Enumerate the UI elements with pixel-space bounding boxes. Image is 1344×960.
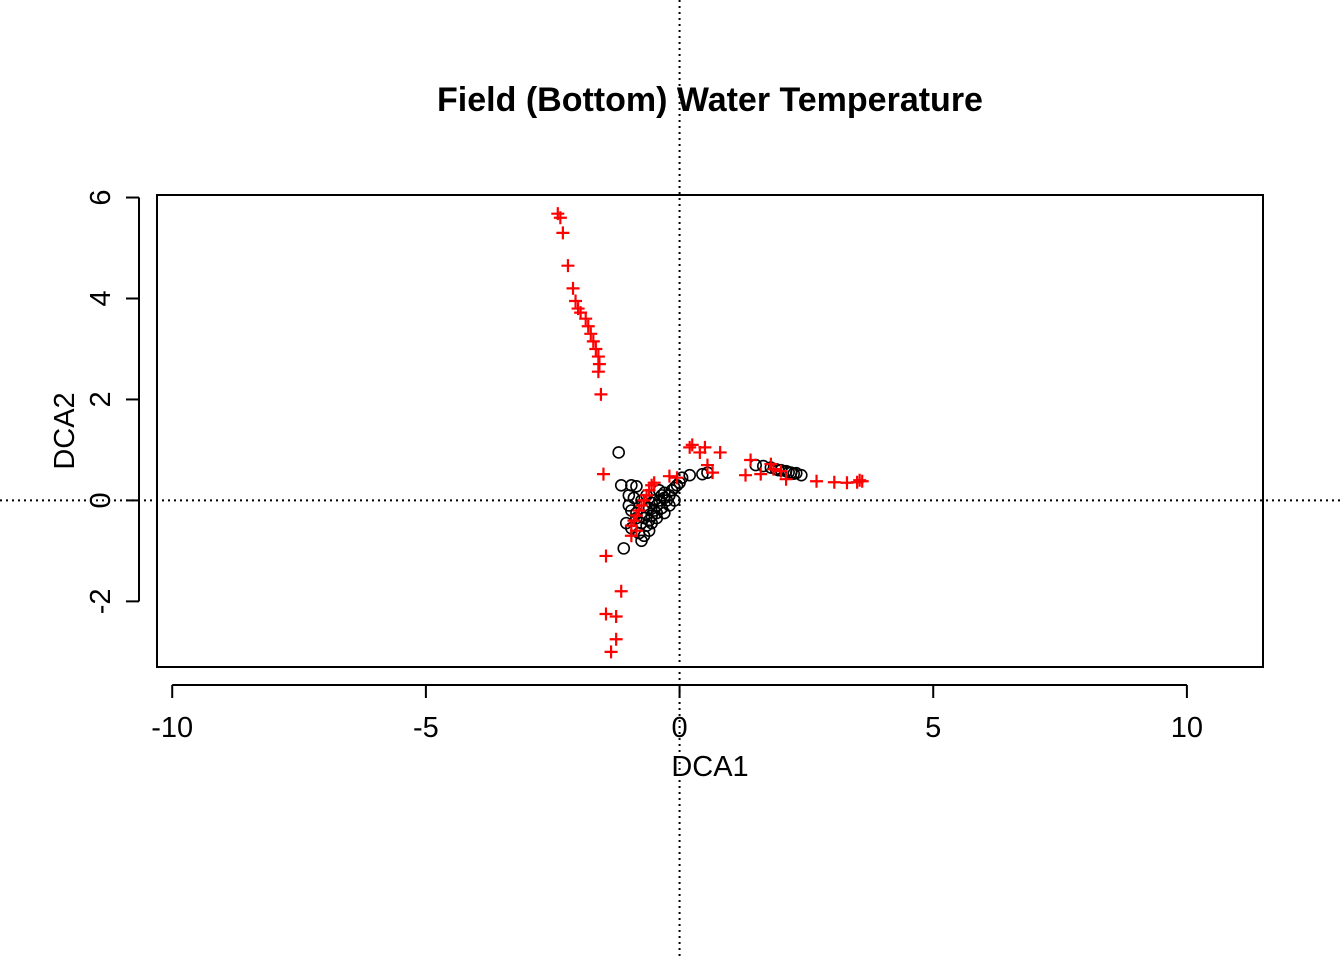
site-point [696, 467, 709, 481]
species-point [670, 471, 684, 485]
species-point [609, 610, 623, 624]
species-point [599, 549, 613, 563]
species-point [599, 607, 613, 621]
data-points [551, 207, 869, 659]
y-tick-label: 6 [85, 189, 117, 205]
site-point [614, 478, 628, 492]
species-point [855, 474, 869, 488]
species-point [581, 319, 595, 333]
species-point [561, 259, 575, 273]
plot-frame [156, 194, 1264, 668]
species-point [827, 475, 841, 489]
species-point [779, 472, 793, 486]
species-point [683, 440, 697, 454]
species-point [614, 584, 628, 598]
y-axis-label: DCA2 [49, 392, 81, 469]
species-point [662, 469, 676, 483]
y-tick-label: 2 [85, 391, 117, 407]
species-point [700, 458, 714, 472]
species-point [579, 312, 593, 326]
species-point [744, 453, 758, 467]
species-point [645, 478, 659, 492]
species-point [591, 365, 605, 379]
site-point [617, 542, 631, 555]
chart-title: Field (Bottom) Water Temperature [437, 81, 983, 119]
species-point [589, 342, 603, 356]
species-point [647, 476, 661, 490]
species-point [774, 464, 788, 478]
species-points [551, 207, 869, 659]
site-point [787, 467, 801, 480]
site-point [683, 468, 697, 482]
species-point [739, 468, 753, 482]
y-tick-label: -2 [85, 588, 117, 614]
species-point [569, 294, 583, 308]
site-point [795, 468, 808, 482]
y-tick-label: 0 [85, 492, 117, 508]
x-tick-label: 0 [671, 712, 687, 744]
site-point [756, 459, 770, 473]
species-point [556, 226, 570, 240]
species-point [624, 529, 638, 543]
x-tick-label: -5 [413, 712, 439, 744]
species-point [584, 327, 598, 341]
species-point [586, 334, 600, 348]
species-point [754, 467, 768, 481]
species-point [713, 445, 727, 459]
species-point [594, 387, 608, 401]
x-axis: -10 -5 0 5 10 [151, 684, 1203, 744]
x-tick-label: 10 [1171, 712, 1203, 744]
site-point [668, 494, 681, 507]
species-point [553, 211, 567, 225]
species-point [698, 440, 712, 454]
y-tick-label: 4 [85, 290, 117, 306]
x-tick-label: -10 [151, 712, 193, 744]
species-point [685, 438, 699, 452]
species-point [609, 632, 623, 646]
species-point [706, 466, 720, 480]
x-axis-label: DCA1 [671, 751, 748, 783]
site-point [642, 524, 656, 538]
species-point [596, 467, 610, 481]
site-point [630, 479, 643, 493]
species-point [566, 281, 580, 295]
site-point [612, 446, 625, 459]
species-point [766, 462, 780, 476]
species-point [604, 645, 618, 659]
y-axis: -2 0 2 4 6 [85, 189, 140, 614]
x-tick-label: 5 [925, 712, 941, 744]
species-point [810, 474, 824, 488]
